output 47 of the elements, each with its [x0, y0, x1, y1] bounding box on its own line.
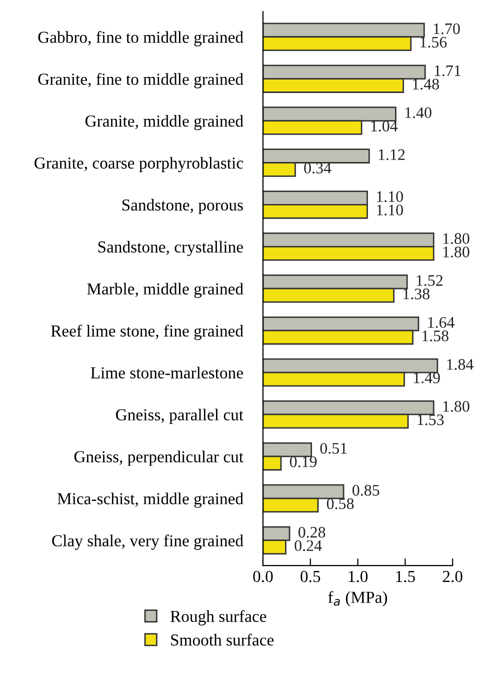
data-label: 1.80: [443, 246, 470, 258]
data-label: 1.58: [422, 330, 448, 342]
data-label: 1.52: [416, 275, 442, 286]
data-label: 0.28: [298, 526, 326, 538]
data-label: 1.10: [377, 204, 403, 216]
data-label: 1.56: [420, 36, 447, 48]
y-tick-label: Gabbro, fine to middle grained: [38, 31, 244, 46]
legend-label: Smooth surface: [171, 634, 274, 646]
data-label: 0.58: [326, 498, 354, 510]
x-tick-label: 2.0: [442, 570, 462, 582]
data-label: 1.71: [434, 65, 460, 76]
x-tick-label: 1.0: [348, 570, 368, 582]
data-label: 1.80: [443, 400, 470, 412]
y-tick-label: Granite, coarse porphyroblastic: [34, 156, 244, 172]
x-tick-label: 1.5: [396, 570, 415, 582]
x-tick-label: 0.5: [300, 570, 320, 582]
data-label: 0.19: [290, 456, 317, 468]
data-label: 1.10: [377, 191, 403, 202]
data-label: 1.38: [404, 288, 430, 300]
y-tick-label: Granite, middle grained: [85, 115, 244, 130]
x-tick-label: 0.0: [253, 570, 273, 582]
y-tick-label: Gneiss, perpendicular cut: [74, 450, 244, 466]
data-label: 1.70: [434, 23, 460, 34]
data-label: 0.24: [294, 540, 322, 552]
data-label: 1.80: [443, 233, 470, 244]
data-label: 1.04: [371, 120, 398, 132]
data-label: 1.53: [418, 414, 444, 426]
data-label: 1.40: [405, 107, 432, 118]
y-tick-label: Sandstone, porous: [122, 198, 243, 214]
data-label: 0.34: [304, 162, 332, 174]
data-label: 1.64: [428, 317, 454, 328]
legend-label: Rough surface: [170, 610, 266, 626]
data-label: 0.85: [352, 484, 380, 496]
data-label: 1.12: [378, 149, 405, 160]
y-tick-label: Lime stone-marlestone: [90, 366, 243, 378]
y-tick-label: Clay shale, very fine grained: [52, 534, 244, 550]
y-tick-label: Marble, middle grained: [87, 282, 244, 298]
x-axis-title: f$_{a}$ (MPa): [328, 591, 388, 606]
data-label: 1.48: [413, 78, 439, 90]
y-tick-label: Sandstone, crystalline: [98, 240, 243, 256]
data-label: 1.84: [447, 359, 474, 370]
y-tick-label: Mica-schist, middle grained: [57, 492, 244, 508]
y-tick-label: Reef lime stone, fine grained: [51, 324, 244, 340]
y-tick-label: Gneiss, parallel cut: [116, 408, 244, 424]
y-tick-label: Granite, fine to middle grained: [38, 72, 244, 88]
data-label: 1.49: [414, 372, 440, 384]
data-label: 0.51: [320, 442, 347, 454]
